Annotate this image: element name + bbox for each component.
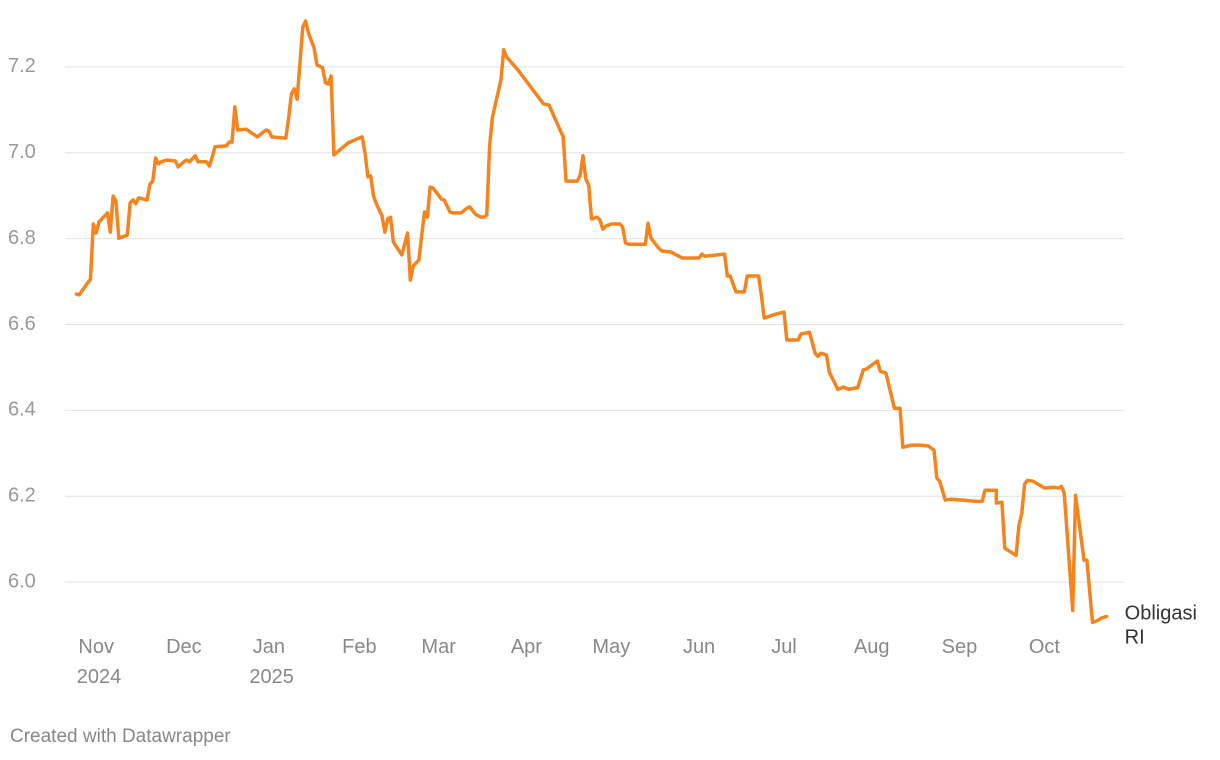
- x-tick-label: Jul: [771, 636, 797, 658]
- y-tick-label: 6.4: [8, 399, 36, 421]
- x-tick-label: Aug: [854, 636, 890, 658]
- y-tick-label: 7.2: [8, 55, 36, 77]
- x-tick-label: Dec: [166, 636, 202, 658]
- x-tick-label: May: [592, 636, 630, 658]
- x-tick-label: Jun: [683, 636, 715, 658]
- x-tick-label: Nov 2024: [77, 636, 122, 688]
- x-tick-label: Feb: [342, 636, 376, 658]
- x-tick-label: Jan 2025: [249, 636, 294, 688]
- y-tick-label: 6.8: [8, 227, 36, 249]
- y-tick-label: 6.2: [8, 484, 36, 506]
- x-tick-label: Sep: [942, 636, 978, 658]
- y-tick-label: 7.0: [8, 141, 36, 163]
- x-tick-label: Oct: [1029, 636, 1061, 658]
- credit: Created with Datawrapper: [10, 726, 231, 747]
- y-tick-label: 6.6: [8, 313, 36, 335]
- series-label: Obligasi RI: [1125, 603, 1203, 649]
- y-tick-label: 6.0: [8, 570, 36, 592]
- x-tick-label: Mar: [421, 636, 456, 658]
- line: [74, 19, 1109, 625]
- x-tick-label: Apr: [511, 636, 542, 658]
